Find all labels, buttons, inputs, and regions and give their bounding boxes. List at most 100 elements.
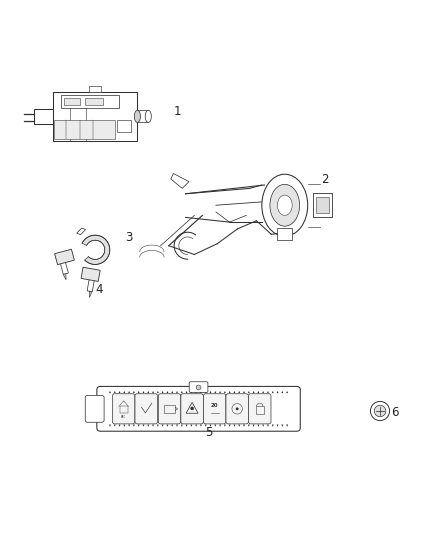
Polygon shape bbox=[166, 391, 168, 393]
Bar bbox=[256, 406, 264, 414]
Polygon shape bbox=[157, 424, 159, 427]
Polygon shape bbox=[186, 391, 187, 393]
Bar bbox=[277, 228, 292, 240]
Polygon shape bbox=[272, 424, 274, 427]
Polygon shape bbox=[109, 424, 111, 427]
Polygon shape bbox=[258, 424, 259, 427]
Polygon shape bbox=[55, 249, 74, 265]
Text: 1: 1 bbox=[173, 106, 181, 118]
Bar bbox=[138, 110, 148, 123]
Polygon shape bbox=[209, 424, 212, 427]
Bar bbox=[89, 86, 101, 92]
Polygon shape bbox=[133, 424, 135, 427]
Ellipse shape bbox=[134, 110, 141, 123]
Polygon shape bbox=[157, 391, 159, 393]
Bar bbox=[120, 406, 128, 413]
Polygon shape bbox=[114, 424, 116, 427]
Polygon shape bbox=[205, 424, 207, 427]
FancyBboxPatch shape bbox=[97, 386, 300, 431]
Polygon shape bbox=[147, 391, 149, 393]
Polygon shape bbox=[128, 391, 130, 393]
Bar bbox=[34, 109, 53, 124]
Polygon shape bbox=[63, 273, 66, 280]
Polygon shape bbox=[171, 424, 173, 427]
Polygon shape bbox=[286, 424, 288, 427]
Polygon shape bbox=[248, 391, 250, 393]
Bar bbox=[53, 92, 138, 141]
Polygon shape bbox=[191, 424, 192, 427]
Polygon shape bbox=[81, 267, 100, 281]
Ellipse shape bbox=[145, 110, 151, 123]
Polygon shape bbox=[243, 424, 245, 427]
Bar bbox=[61, 95, 119, 108]
Polygon shape bbox=[233, 424, 235, 427]
Bar bbox=[164, 405, 175, 413]
FancyBboxPatch shape bbox=[189, 382, 208, 392]
FancyBboxPatch shape bbox=[135, 394, 157, 424]
Polygon shape bbox=[238, 424, 240, 427]
Polygon shape bbox=[77, 228, 85, 235]
Polygon shape bbox=[87, 276, 95, 292]
Circle shape bbox=[236, 407, 239, 410]
Polygon shape bbox=[281, 424, 283, 427]
Polygon shape bbox=[128, 424, 130, 427]
FancyBboxPatch shape bbox=[85, 395, 104, 422]
Polygon shape bbox=[219, 391, 221, 393]
Bar bbox=[117, 120, 131, 132]
Polygon shape bbox=[142, 391, 145, 393]
FancyBboxPatch shape bbox=[203, 394, 226, 424]
Polygon shape bbox=[191, 391, 192, 393]
Polygon shape bbox=[276, 424, 279, 427]
Polygon shape bbox=[89, 291, 92, 297]
Polygon shape bbox=[233, 391, 235, 393]
FancyBboxPatch shape bbox=[158, 394, 181, 424]
Polygon shape bbox=[124, 424, 125, 427]
Polygon shape bbox=[205, 391, 207, 393]
FancyBboxPatch shape bbox=[226, 394, 248, 424]
Polygon shape bbox=[281, 391, 283, 393]
Polygon shape bbox=[152, 424, 154, 427]
Polygon shape bbox=[162, 424, 164, 427]
Ellipse shape bbox=[270, 184, 300, 226]
Polygon shape bbox=[238, 391, 240, 393]
Polygon shape bbox=[109, 391, 111, 393]
FancyBboxPatch shape bbox=[181, 394, 203, 424]
Polygon shape bbox=[253, 424, 254, 427]
Polygon shape bbox=[124, 391, 125, 393]
Polygon shape bbox=[176, 391, 178, 393]
Polygon shape bbox=[262, 424, 264, 427]
Text: 2: 2 bbox=[321, 173, 329, 186]
Polygon shape bbox=[138, 424, 140, 427]
Text: ABC: ABC bbox=[121, 415, 126, 419]
Polygon shape bbox=[119, 424, 120, 427]
Circle shape bbox=[196, 385, 201, 390]
FancyBboxPatch shape bbox=[248, 394, 271, 424]
Polygon shape bbox=[229, 424, 231, 427]
Polygon shape bbox=[267, 424, 269, 427]
Polygon shape bbox=[59, 258, 68, 274]
Polygon shape bbox=[114, 391, 116, 393]
Polygon shape bbox=[142, 424, 145, 427]
Polygon shape bbox=[195, 424, 197, 427]
Bar bbox=[316, 197, 329, 213]
Polygon shape bbox=[181, 424, 183, 427]
Polygon shape bbox=[147, 424, 149, 427]
Polygon shape bbox=[286, 391, 288, 393]
Text: 4: 4 bbox=[95, 283, 102, 296]
Circle shape bbox=[371, 401, 390, 421]
Text: 20: 20 bbox=[211, 403, 219, 408]
Polygon shape bbox=[224, 424, 226, 427]
Polygon shape bbox=[262, 391, 264, 393]
Polygon shape bbox=[176, 424, 178, 427]
Text: 5: 5 bbox=[205, 426, 212, 439]
Polygon shape bbox=[267, 391, 269, 393]
Polygon shape bbox=[200, 391, 202, 393]
Polygon shape bbox=[181, 391, 183, 393]
Bar bbox=[64, 98, 80, 106]
Text: 6: 6 bbox=[391, 406, 399, 419]
Polygon shape bbox=[258, 391, 259, 393]
Polygon shape bbox=[82, 235, 110, 264]
Polygon shape bbox=[229, 391, 231, 393]
Bar bbox=[313, 193, 332, 217]
Polygon shape bbox=[253, 391, 254, 393]
